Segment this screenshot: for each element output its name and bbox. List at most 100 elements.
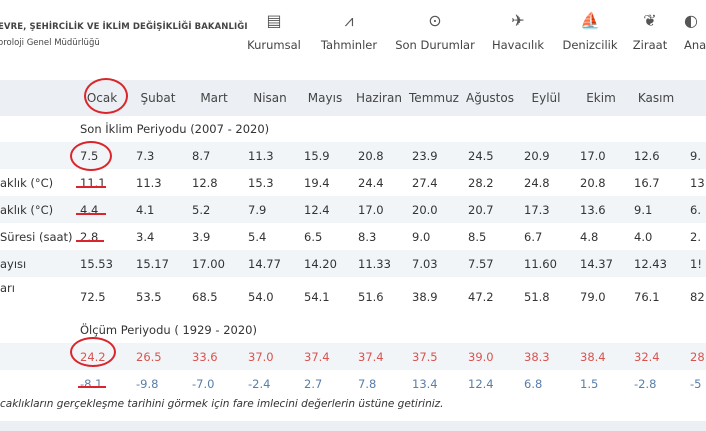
cell[interactable]: 38.4 <box>574 343 628 370</box>
cell[interactable]: 4.4 <box>74 196 130 223</box>
cell[interactable]: 7.03 <box>406 250 462 277</box>
cell[interactable]: 28 <box>684 343 706 370</box>
cell[interactable]: 7.57 <box>462 250 518 277</box>
cell[interactable]: 37.5 <box>406 343 462 370</box>
cell[interactable]: 12.6 <box>628 142 684 169</box>
nav-ziraat[interactable]: ❦ Ziraat <box>632 10 668 60</box>
cell[interactable]: 12.4 <box>298 196 352 223</box>
cell[interactable]: 9.1 <box>628 196 684 223</box>
cell[interactable]: 17.0 <box>574 142 628 169</box>
cell[interactable]: 13.4 <box>412 376 438 391</box>
cell[interactable]: 6.7 <box>524 229 543 244</box>
cell[interactable]: 14.77 <box>242 250 298 277</box>
cell[interactable]: 82 <box>690 290 705 304</box>
cell[interactable]: 24.5 <box>462 142 518 169</box>
cell[interactable]: 8.7 <box>186 142 242 169</box>
cell[interactable]: 6.5 <box>304 229 323 244</box>
cell[interactable]: -7.0 <box>192 376 215 391</box>
cell[interactable]: 3.4 <box>136 229 155 244</box>
cell[interactable]: 4.1 <box>130 196 186 223</box>
cell[interactable]: 15.17 <box>130 250 186 277</box>
cell[interactable]: 37.4 <box>352 343 406 370</box>
cell[interactable]: 9. <box>684 142 706 169</box>
cell[interactable]: 15.3 <box>248 175 274 190</box>
cell[interactable]: 8.3 <box>358 229 377 244</box>
cell[interactable]: 19.4 <box>304 175 330 190</box>
cell[interactable]: 1! <box>684 250 706 277</box>
cell[interactable]: 8.5 <box>468 229 487 244</box>
cell[interactable]: 32.4 <box>628 343 684 370</box>
cell[interactable]: 12.43 <box>628 250 684 277</box>
cell[interactable]: 17.0 <box>352 196 406 223</box>
nav-kurumsal[interactable]: ▤ Kurumsal <box>246 10 302 60</box>
cell[interactable]: 37.4 <box>298 343 352 370</box>
cell[interactable]: 11.60 <box>518 250 574 277</box>
cell[interactable]: 4.8 <box>580 229 599 244</box>
cell[interactable]: 47.2 <box>468 290 494 304</box>
cell[interactable]: 53.5 <box>136 290 162 304</box>
cell[interactable]: -2.8 <box>634 376 657 391</box>
cell[interactable]: -9.8 <box>136 376 159 391</box>
cell[interactable]: 15.53 <box>74 250 130 277</box>
cell[interactable]: 20.9 <box>518 142 574 169</box>
cell[interactable]: 7.3 <box>130 142 186 169</box>
nav-denizcilik[interactable]: ⛵ Denizcilik <box>560 10 620 60</box>
cell[interactable]: -2.4 <box>248 376 271 391</box>
nav-ana[interactable]: ◐ Ana <box>684 10 706 60</box>
cell[interactable]: 68.5 <box>192 290 218 304</box>
cell[interactable]: 20.8 <box>352 142 406 169</box>
cell[interactable]: 9.0 <box>412 229 431 244</box>
cell[interactable]: 6.8 <box>524 376 543 391</box>
cell[interactable]: 76.1 <box>634 290 660 304</box>
cell[interactable]: 2. <box>690 229 701 244</box>
cell[interactable]: 11.33 <box>352 250 406 277</box>
cell[interactable]: 11.1 <box>80 175 106 190</box>
cell[interactable]: 79.0 <box>580 290 606 304</box>
cell[interactable]: 16.7 <box>634 175 660 190</box>
cell[interactable]: 33.6 <box>186 343 242 370</box>
cell[interactable]: 24.4 <box>358 175 384 190</box>
cell[interactable]: 5.2 <box>186 196 242 223</box>
cell[interactable]: 26.5 <box>130 343 186 370</box>
cell[interactable]: 7.9 <box>242 196 298 223</box>
nav-tahminler[interactable]: ⩘ Tahminler <box>318 10 380 60</box>
cell[interactable]: 28.2 <box>468 175 494 190</box>
nav-son-durumlar[interactable]: ⊙ Son Durumlar <box>395 10 475 60</box>
cell[interactable]: 13 <box>690 175 705 190</box>
cell[interactable]: 4.0 <box>634 229 653 244</box>
cell[interactable]: 72.5 <box>80 290 106 304</box>
cell[interactable]: 38.9 <box>412 290 438 304</box>
cell[interactable]: 54.0 <box>248 290 274 304</box>
cell[interactable]: 15.9 <box>298 142 352 169</box>
cell[interactable]: 24.8 <box>524 175 550 190</box>
cell[interactable]: 20.7 <box>462 196 518 223</box>
cell[interactable]: 2.7 <box>304 376 323 391</box>
cell[interactable]: 17.00 <box>186 250 242 277</box>
cell[interactable]: 12.4 <box>468 376 494 391</box>
cell[interactable]: 1.5 <box>580 376 599 391</box>
cell[interactable]: 27.4 <box>412 175 438 190</box>
org-name[interactable]: EVRE, ŞEHİRCİLİK VE İKLİM DEĞİŞİKLİĞİ BA… <box>0 19 248 51</box>
cell[interactable]: 37.0 <box>242 343 298 370</box>
cell[interactable]: 11.3 <box>136 175 162 190</box>
nav-havacilik[interactable]: ✈ Havacılık <box>491 10 545 60</box>
cell[interactable]: 5.4 <box>248 229 267 244</box>
cell[interactable]: 54.1 <box>304 290 330 304</box>
cell[interactable]: 14.37 <box>574 250 628 277</box>
cell[interactable]: 7.5 <box>74 142 130 169</box>
cell[interactable]: -8.1 <box>80 376 103 391</box>
cell[interactable]: 7.8 <box>358 376 377 391</box>
cell[interactable]: 23.9 <box>406 142 462 169</box>
cell[interactable]: 24.2 <box>74 343 130 370</box>
cell[interactable]: 39.0 <box>462 343 518 370</box>
cell[interactable]: 2.8 <box>80 229 99 244</box>
cell[interactable]: 20.0 <box>406 196 462 223</box>
cell[interactable]: 51.8 <box>524 290 550 304</box>
cell[interactable]: 51.6 <box>358 290 384 304</box>
cell[interactable]: 20.8 <box>580 175 606 190</box>
cell[interactable]: 17.3 <box>518 196 574 223</box>
cell[interactable]: 11.3 <box>242 142 298 169</box>
cell[interactable]: -5 <box>690 376 702 391</box>
cell[interactable]: 38.3 <box>518 343 574 370</box>
cell[interactable]: 13.6 <box>574 196 628 223</box>
